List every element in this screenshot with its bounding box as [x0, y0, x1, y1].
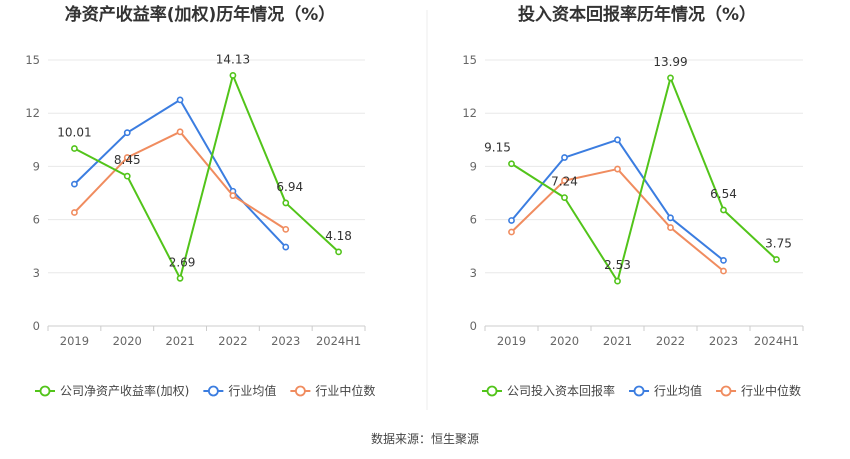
y-tick-label: 15 — [25, 53, 40, 67]
data-point — [176, 96, 184, 104]
legend-label: 行业均值 — [654, 383, 702, 398]
x-tick-label: 2024H1 — [316, 334, 361, 348]
legend-item[interactable]: 行业中位数 — [716, 383, 801, 398]
legend-label: 行业均值 — [228, 383, 276, 398]
legend-item[interactable]: 行业中位数 — [290, 383, 375, 398]
x-tick-label: 2022 — [656, 334, 685, 348]
chart-title: 投入资本回报率历年情况（%） — [518, 4, 756, 25]
x-tick-label: 2019 — [60, 334, 89, 348]
legend-label: 公司投入资本回报率 — [507, 383, 615, 398]
data-label: 8.45 — [114, 153, 141, 167]
y-tick-label: 0 — [470, 319, 477, 333]
x-tick-label: 2021 — [603, 334, 632, 348]
data-point — [614, 136, 621, 144]
data-point — [176, 128, 184, 136]
x-tick-label: 2022 — [218, 334, 247, 348]
data-point — [508, 160, 515, 168]
x-tick-label: 2019 — [497, 334, 526, 348]
y-tick-label: 12 — [462, 106, 477, 120]
legend-swatch-marker — [633, 385, 645, 397]
x-tick-label: 2020 — [113, 334, 142, 348]
y-tick-label: 9 — [33, 159, 40, 173]
legend-label: 行业中位数 — [315, 383, 375, 398]
data-point — [71, 145, 78, 152]
data-point — [720, 267, 727, 275]
data-point — [561, 177, 568, 184]
data-label: 6.54 — [710, 187, 737, 201]
data-point — [614, 277, 621, 285]
x-tick-label: 2023 — [271, 334, 300, 348]
data-point — [282, 243, 290, 251]
data-point — [614, 165, 621, 173]
chart-panel-roic: 投入资本回报率历年情况（%） 0 3 6 9 12 15 2019 2020 2021 2022 20… — [462, 4, 804, 398]
legend-swatch-marker — [720, 385, 732, 397]
data-point — [508, 228, 515, 236]
legend-item[interactable]: 公司净资产收益率(加权) — [35, 383, 189, 398]
data-point — [720, 206, 727, 214]
data-point — [123, 154, 131, 161]
legend-swatch-marker — [39, 385, 51, 397]
data-point — [229, 72, 237, 79]
data-label: 3.75 — [765, 237, 792, 251]
data-label: 13.99 — [653, 55, 687, 69]
data-point — [667, 74, 674, 82]
data-point — [561, 154, 568, 161]
data-point — [71, 180, 78, 188]
chart-title: 净资产收益率(加权)历年情况（%） — [65, 4, 336, 25]
data-point — [123, 172, 131, 180]
x-tick-label: 2020 — [550, 334, 579, 348]
data-point — [282, 199, 290, 207]
data-point — [123, 129, 131, 137]
x-tick-label: 2021 — [165, 334, 194, 348]
x-tick-label: 2023 — [709, 334, 738, 348]
data-point — [720, 256, 727, 264]
y-tick-label: 15 — [462, 53, 477, 67]
data-point — [282, 225, 290, 233]
data-label: 14.13 — [216, 52, 250, 66]
y-tick-label: 9 — [470, 159, 477, 173]
data-label: 2.69 — [169, 255, 196, 269]
legend-item[interactable]: 行业均值 — [629, 383, 702, 398]
y-tick-label: 12 — [25, 106, 40, 120]
legend-swatch-marker — [294, 385, 306, 397]
y-tick-label: 3 — [470, 266, 477, 280]
legend-swatch-marker — [207, 385, 219, 397]
data-point — [667, 214, 674, 222]
data-source-note: 数据来源：恒生聚源 — [371, 431, 479, 446]
data-label: 6.94 — [276, 180, 303, 194]
legend-item[interactable]: 行业均值 — [203, 383, 276, 398]
data-point — [229, 192, 237, 200]
x-tick-label: 2024H1 — [754, 334, 799, 348]
data-label: 9.15 — [484, 141, 511, 155]
legend-label: 公司净资产收益率(加权) — [60, 383, 189, 398]
series-line — [73, 74, 340, 280]
data-point — [667, 224, 674, 231]
data-point — [335, 248, 342, 256]
y-tick-label: 0 — [33, 319, 40, 333]
data-label: 7.24 — [551, 175, 578, 189]
y-tick-label: 3 — [33, 266, 40, 280]
series-line — [510, 76, 778, 283]
series-line — [73, 98, 287, 248]
chart-panel-roe: 净资产收益率(加权)历年情况（%） 0 3 6 9 12 15 2019 2020 2021 202… — [25, 4, 375, 398]
data-point — [773, 256, 780, 263]
legend-item[interactable]: 公司投入资本回报率 — [482, 383, 615, 398]
data-point — [71, 209, 78, 216]
data-label: 10.01 — [57, 125, 91, 139]
data-point — [508, 217, 515, 224]
y-tick-label: 6 — [33, 213, 40, 227]
legend-swatch-marker — [486, 385, 498, 397]
data-point — [176, 274, 184, 282]
y-tick-label: 6 — [470, 213, 477, 227]
data-label: 2.53 — [604, 258, 631, 272]
legend-label: 行业中位数 — [741, 383, 801, 398]
data-point — [561, 194, 568, 202]
data-label: 4.18 — [325, 229, 352, 243]
